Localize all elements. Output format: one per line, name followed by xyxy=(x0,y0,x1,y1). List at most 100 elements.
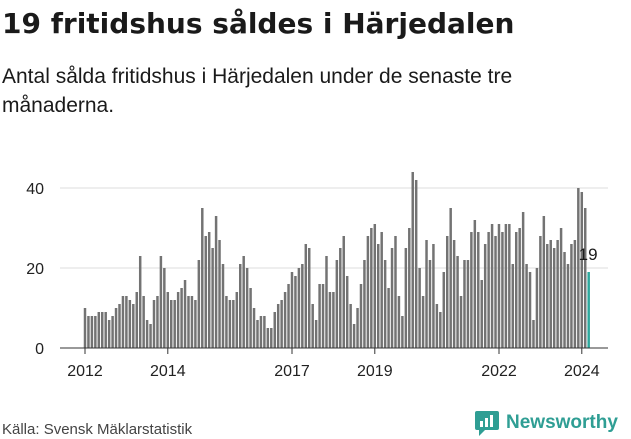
y-axis-ticks: 0 20 40 xyxy=(26,181,44,358)
bar xyxy=(242,256,245,348)
bar xyxy=(197,260,201,348)
bar xyxy=(456,256,459,348)
bar xyxy=(432,244,435,348)
bar xyxy=(370,228,373,348)
bar xyxy=(125,296,128,348)
bar xyxy=(232,300,235,348)
bar xyxy=(183,280,187,348)
brand-logo[interactable]: Newsworthy xyxy=(474,408,618,438)
bar xyxy=(273,312,276,348)
bar xyxy=(290,272,294,348)
bar xyxy=(311,304,314,348)
bar xyxy=(114,308,118,348)
bar-highlighted xyxy=(587,272,590,348)
bar xyxy=(245,268,249,348)
bar xyxy=(583,208,587,348)
bar xyxy=(532,320,535,348)
bar xyxy=(480,280,483,348)
bar xyxy=(332,292,335,348)
bar xyxy=(345,276,349,348)
x-tick-label: 2012 xyxy=(67,363,103,380)
bar xyxy=(94,316,97,348)
bar xyxy=(497,224,501,348)
bar xyxy=(235,292,239,348)
bar xyxy=(276,304,280,348)
bar xyxy=(135,292,138,348)
source-note: Källa: Svensk Mäklarstatistik xyxy=(2,421,193,438)
bar xyxy=(187,296,190,348)
x-tick-label: 2019 xyxy=(357,363,393,380)
bar xyxy=(190,296,194,348)
x-tick-label: 2024 xyxy=(564,363,600,380)
bar xyxy=(546,244,549,348)
bar xyxy=(256,320,259,348)
bar xyxy=(452,240,456,348)
bar xyxy=(435,304,439,348)
bar xyxy=(97,312,101,348)
bar xyxy=(511,264,515,348)
bar xyxy=(380,232,383,348)
bar xyxy=(525,264,528,348)
bar xyxy=(87,316,90,348)
bar xyxy=(142,296,145,348)
bar xyxy=(194,300,197,348)
bar xyxy=(556,240,559,348)
bar xyxy=(156,296,159,348)
bar xyxy=(542,216,546,348)
bar xyxy=(518,228,521,348)
bars xyxy=(83,172,590,348)
bar xyxy=(356,308,359,348)
bar xyxy=(225,296,228,348)
bar xyxy=(352,324,356,348)
bar xyxy=(566,264,570,348)
bar xyxy=(466,260,470,348)
bar xyxy=(473,220,477,348)
bar xyxy=(418,268,421,348)
bar xyxy=(207,232,211,348)
bar xyxy=(221,264,225,348)
chart-title: 19 fritidshus såldes i Härjedalen xyxy=(2,7,515,40)
brand-name: Newsworthy xyxy=(506,412,618,433)
bar xyxy=(152,300,156,348)
bar xyxy=(442,272,446,348)
bar xyxy=(180,288,183,348)
bar xyxy=(145,320,149,348)
bar xyxy=(107,320,111,348)
bar xyxy=(328,292,332,348)
bar xyxy=(404,248,408,348)
bar xyxy=(580,192,584,348)
bar xyxy=(252,308,256,348)
gridlines xyxy=(60,187,608,269)
bar xyxy=(318,284,321,348)
bar xyxy=(304,244,308,348)
x-axis-ticks: 2012 2014 2017 2019 2022 2024 xyxy=(67,348,600,380)
bar xyxy=(390,248,394,348)
bar xyxy=(266,328,270,348)
bar xyxy=(349,304,352,348)
bar xyxy=(325,256,328,348)
bar xyxy=(263,316,266,348)
bar xyxy=(280,300,283,348)
bar xyxy=(449,208,452,348)
bar xyxy=(201,208,204,348)
bar xyxy=(90,316,94,348)
bar xyxy=(383,260,387,348)
bar xyxy=(214,216,218,348)
bar xyxy=(445,236,449,348)
bar xyxy=(459,296,463,348)
bar xyxy=(439,312,442,348)
bar xyxy=(508,224,511,348)
bar xyxy=(163,268,166,348)
bar xyxy=(176,292,180,348)
bar xyxy=(366,236,370,348)
y-tick-label: 20 xyxy=(26,261,44,278)
bar xyxy=(552,248,556,348)
bar xyxy=(421,296,425,348)
bar xyxy=(204,236,207,348)
bar xyxy=(490,224,494,348)
bar xyxy=(149,324,152,348)
bar xyxy=(549,240,552,348)
bar xyxy=(294,276,297,348)
bar xyxy=(308,248,311,348)
bar xyxy=(425,240,428,348)
